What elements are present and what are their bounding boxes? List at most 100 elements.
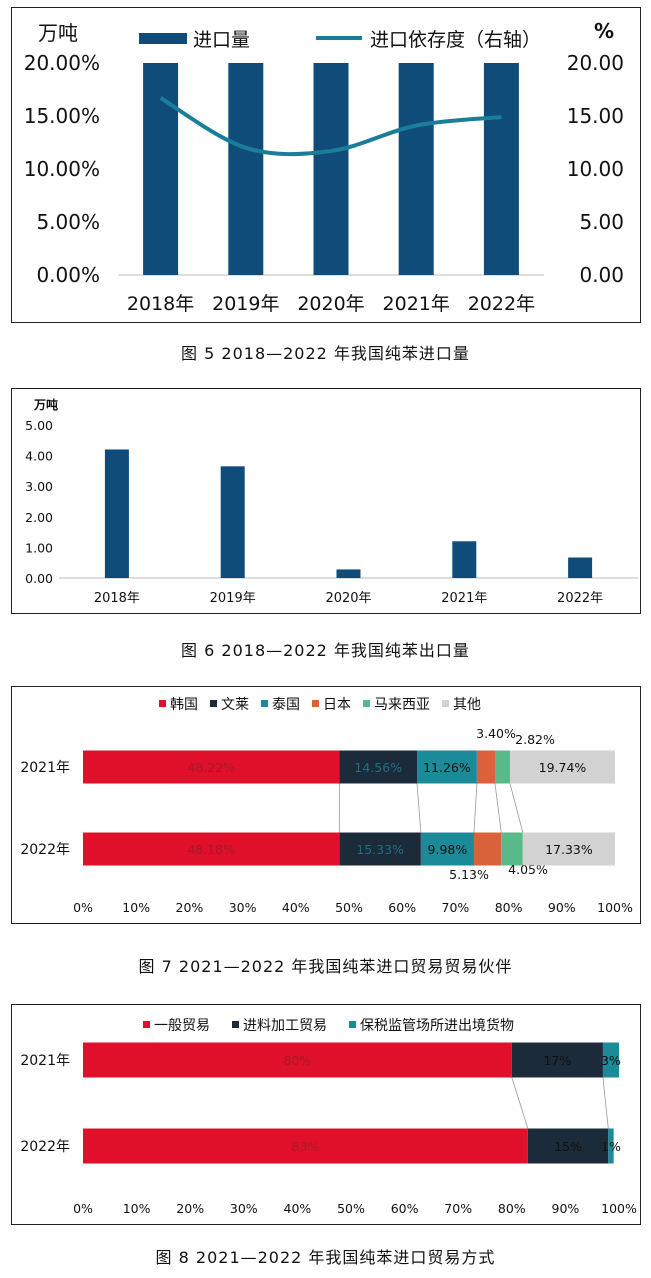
x-tick-label: 20% (176, 1201, 204, 1216)
stacked-bar-segment (83, 1128, 528, 1164)
legend-label: 进料加工贸易 (243, 1018, 327, 1034)
data-label: 15.33% (356, 842, 404, 857)
data-label: 48.18% (187, 842, 235, 857)
bar-import-volume (313, 63, 349, 275)
y2-axis-unit: % (594, 19, 614, 43)
trade-mode-chart: 0% 10% 20% 30% 40% 50% 60% 70% 80% 90% 100% 2021年 80… (20, 1017, 637, 1216)
stacked-bar-segment (494, 750, 510, 784)
y-tick-label: 15.00% (24, 104, 100, 128)
stacked-bar-segment (522, 832, 615, 866)
legend-label: 泰国 (272, 697, 300, 713)
series-connector-line (602, 1077, 609, 1129)
x-tick-label: 20% (176, 900, 204, 915)
x-tick-label: 2020年 (297, 293, 364, 315)
x-tick-label: 2022年 (468, 293, 535, 315)
x-tick-label: 2021年 (441, 591, 487, 606)
bar-import-volume (228, 63, 264, 275)
figure-7-caption: 图 7 2021—2022 年我国纯苯进口贸易贸易伙伴 (138, 957, 513, 976)
y-tick-label: 5.00 (25, 418, 53, 433)
y2-tick-label: 0.00 (579, 263, 624, 287)
x-tick-label: 0% (73, 1201, 93, 1216)
x-tick-label: 90% (552, 1201, 580, 1216)
figure-8-panel: 0% 10% 20% 30% 40% 50% 60% 70% 80% 90% 100% 2021年 80… (11, 1004, 641, 1225)
legend-swatch (143, 1021, 150, 1028)
line-import-dependency (159, 96, 502, 157)
y-tick-label: 0.00% (36, 263, 100, 287)
legend-swatch-import-volume (139, 33, 187, 44)
legend-swatch (442, 700, 449, 707)
data-label: 83% (292, 1139, 320, 1154)
series-connector-line (509, 783, 524, 833)
x-tick-label: 80% (498, 1201, 526, 1216)
series-connector-line (416, 783, 422, 833)
data-label: 5.13% (449, 867, 489, 882)
bar-export-volume (336, 569, 361, 578)
series-connector-line (473, 783, 478, 833)
figure-5-panel: 0.00% 0.00 5.00% 5.00 10.00% 10.00 15.00% 15.00… (11, 7, 641, 323)
x-tick-label: 2021年 (383, 293, 450, 315)
legend-swatch (232, 1021, 239, 1028)
legend-swatch (363, 700, 370, 707)
legend-label: 日本 (323, 697, 351, 713)
stacked-bar-segment (509, 750, 615, 784)
x-tick-label: 60% (388, 900, 416, 915)
y-axis-unit: 万吨 (38, 21, 78, 45)
stacked-bar-segment (501, 832, 523, 866)
x-tick-label: 70% (444, 1201, 472, 1216)
y2-tick-label: 20.00 (567, 51, 624, 75)
stacked-bar-segment (83, 832, 340, 866)
category-label: 2022年 (20, 842, 70, 858)
x-tick-label: 10% (123, 1201, 151, 1216)
data-label: 1% (601, 1139, 621, 1154)
x-tick-label: 2018年 (127, 293, 194, 315)
category-label: 2022年 (20, 1139, 70, 1155)
stacked-bar-segment (511, 1042, 603, 1078)
legend-label: 文莱 (221, 697, 249, 713)
data-label: 4.05% (508, 862, 548, 877)
x-tick-label: 2019年 (210, 591, 256, 606)
data-label: 15% (554, 1139, 582, 1154)
y-tick-label: 4.00 (25, 449, 53, 464)
category-label: 2021年 (20, 760, 70, 776)
legend-swatch (349, 1021, 356, 1028)
data-label: 9.98% (428, 842, 468, 857)
x-tick-label: 50% (337, 1201, 365, 1216)
y-tick-label: 10.00% (24, 157, 100, 181)
y-tick-label: 1.00 (25, 540, 53, 555)
bar-import-volume (483, 63, 519, 275)
data-label: 17% (543, 1053, 571, 1068)
data-label: 80% (284, 1053, 312, 1068)
legend-label: 马来西亚 (374, 697, 430, 713)
y-tick-label: 0.00 (25, 571, 53, 586)
y-tick-label: 20.00% (24, 51, 100, 75)
import-volume-chart: 0.00% 0.00 5.00% 5.00 10.00% 10.00 15.00% 15.00… (24, 19, 624, 315)
stacked-bar-segment (476, 750, 495, 784)
x-tick-label: 10% (122, 900, 150, 915)
legend-label: 其他 (453, 697, 481, 713)
y-tick-label: 5.00% (36, 210, 100, 234)
x-tick-label: 0% (73, 900, 93, 915)
data-label: 19.74% (539, 760, 587, 775)
data-label: 14.56% (354, 760, 402, 775)
legend-swatch (312, 700, 319, 707)
bar-import-volume (398, 63, 434, 275)
bar-export-volume (104, 449, 129, 578)
y2-tick-label: 5.00 (579, 210, 624, 234)
data-label: 48.22% (187, 760, 235, 775)
x-tick-label: 30% (230, 1201, 258, 1216)
stacked-bar-segment (527, 1128, 609, 1164)
legend-swatch (261, 700, 268, 707)
series-connector-line (511, 1077, 529, 1129)
stacked-bar-segment (339, 832, 421, 866)
figure-7-panel: 0% 10% 20% 30% 40% 50% 60% 70% 80% 90% 100% 2021年 48… (11, 686, 641, 924)
x-tick-label: 40% (284, 1201, 312, 1216)
x-tick-label: 70% (442, 900, 470, 915)
figure-6-panel: 0.00 1.00 2.00 3.00 4.00 5.00 万吨 2018年 2019年 2020… (11, 388, 641, 614)
x-tick-label: 60% (391, 1201, 419, 1216)
stacked-bar-segment (339, 750, 417, 784)
category-label: 2021年 (20, 1053, 70, 1069)
x-tick-label: 50% (335, 900, 363, 915)
figure-5-caption: 图 5 2018—2022 年我国纯苯进口量 (181, 344, 470, 363)
x-tick-label: 2019年 (212, 293, 279, 315)
data-label: 3% (601, 1053, 621, 1068)
